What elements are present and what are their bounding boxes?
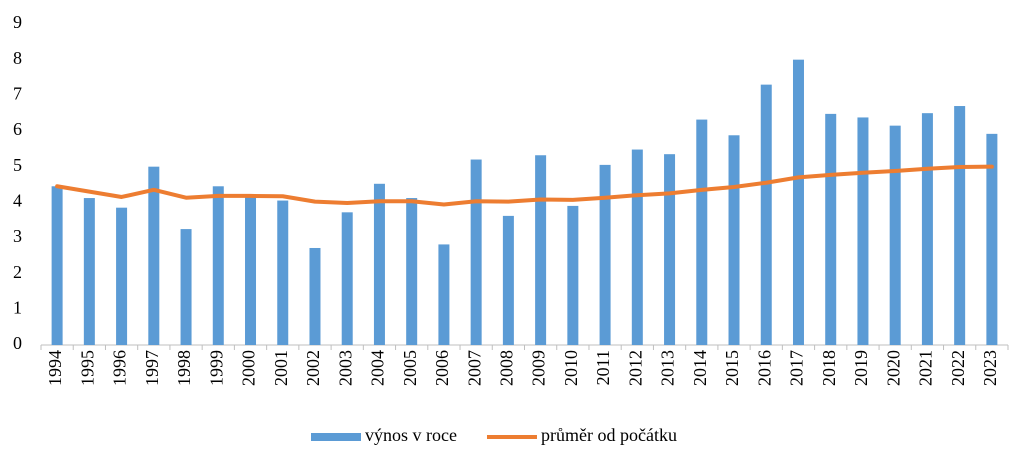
bar — [954, 106, 966, 346]
x-tick-label: 2012 — [625, 350, 645, 386]
line — [55, 164, 994, 207]
y-tick-label: 0 — [13, 333, 22, 353]
x-tick-label: 2016 — [754, 350, 774, 386]
y-tick-label: 7 — [13, 83, 22, 103]
bar — [148, 166, 160, 345]
x-tick-label: 2017 — [787, 350, 807, 386]
bar — [728, 135, 740, 345]
bar — [792, 59, 804, 346]
x-tick-label: 2020 — [883, 350, 903, 386]
bar — [438, 244, 450, 345]
bar — [309, 247, 321, 345]
bar — [502, 215, 514, 345]
bar — [116, 207, 128, 345]
x-tick-label: 2006 — [432, 350, 452, 386]
bar — [180, 229, 192, 345]
bar — [83, 198, 95, 345]
x-tick-label: 1994 — [45, 350, 65, 386]
bar — [696, 119, 708, 345]
x-tick-label: 2015 — [722, 350, 742, 386]
x-tick-label: 1997 — [142, 350, 162, 386]
x-tick-label: 2004 — [368, 350, 388, 386]
x-tick-label: 2011 — [593, 350, 613, 385]
y-tick-label: 1 — [13, 297, 22, 317]
bar — [986, 133, 998, 345]
x-tick-label: 2001 — [271, 350, 291, 386]
bar — [406, 198, 418, 345]
legend-swatch — [311, 433, 361, 441]
legend-label: výnos v roce — [365, 425, 457, 445]
bar — [599, 164, 611, 345]
x-tick-label: 2019 — [851, 350, 871, 386]
y-tick-label: 2 — [13, 262, 22, 282]
bar — [212, 186, 224, 345]
bar — [470, 159, 482, 345]
x-tick-label: 1999 — [206, 350, 226, 386]
y-tick-label: 5 — [13, 155, 22, 175]
x-tick-label: 2003 — [335, 350, 355, 386]
bar — [664, 154, 676, 345]
x-tick-label: 2013 — [658, 350, 678, 386]
x-tick-label: 2010 — [561, 350, 581, 386]
bar — [857, 117, 869, 346]
x-tick-label: 1998 — [174, 350, 194, 386]
x-tick-label: 2000 — [239, 350, 259, 386]
bar — [51, 186, 63, 345]
x-tick-label: 2022 — [948, 350, 968, 386]
x-tick-label: 2018 — [819, 350, 839, 386]
bar — [277, 200, 289, 345]
y-tick-label: 6 — [13, 119, 22, 139]
x-tick-label: 2005 — [400, 350, 420, 386]
x-tick-label: 1995 — [77, 350, 97, 386]
bar — [889, 125, 901, 346]
bar — [567, 205, 579, 345]
bar — [921, 113, 933, 346]
x-tick-label: 2023 — [980, 350, 1000, 386]
legend-label: průměr od počátku — [541, 425, 677, 445]
bar — [825, 113, 837, 345]
x-tick-label: 2021 — [916, 350, 936, 386]
x-tick-label: 2002 — [303, 350, 323, 386]
x-tick-label: 2008 — [497, 350, 517, 386]
bar — [341, 212, 353, 345]
y-tick-label: 3 — [13, 226, 22, 246]
y-tick-label: 9 — [13, 12, 22, 32]
bar — [245, 195, 257, 345]
bar — [535, 155, 547, 345]
bar — [631, 149, 643, 345]
x-tick-label: 1996 — [110, 350, 130, 386]
bar — [760, 84, 772, 345]
bar — [373, 183, 385, 345]
x-tick-label: 2009 — [529, 350, 549, 386]
y-tick-label: 4 — [13, 190, 22, 210]
x-tick-label: 2014 — [690, 350, 710, 386]
x-tick-label: 2007 — [464, 350, 484, 386]
y-tick-label: 8 — [13, 48, 22, 68]
